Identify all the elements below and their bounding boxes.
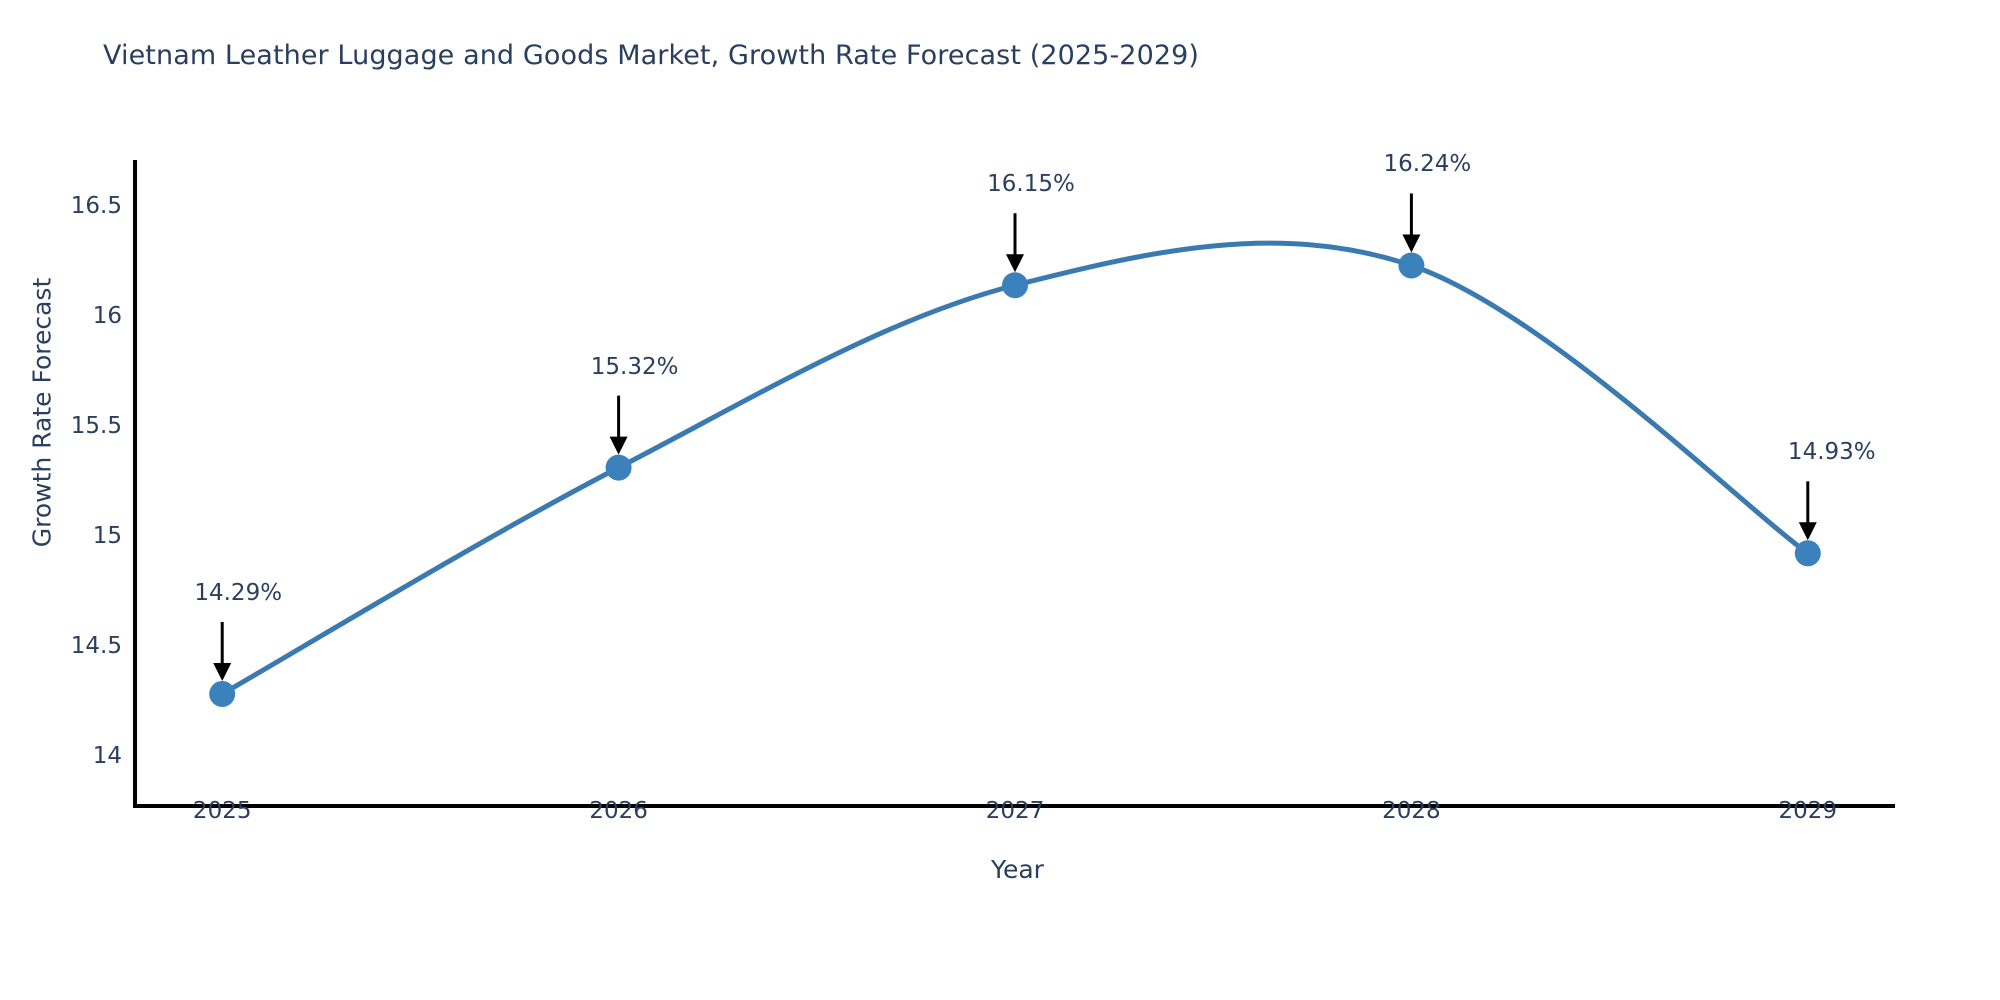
- y-axis-title: Growth Rate Forecast: [27, 277, 57, 548]
- data-markers: [209, 252, 1821, 707]
- x-tick-label: 2028: [1382, 798, 1441, 824]
- data-line: [219, 240, 1811, 697]
- point-value-label: 14.93%: [1787, 439, 1876, 466]
- annotation-arrow-head: [213, 662, 232, 681]
- annotation-arrow-head: [1006, 254, 1024, 273]
- y-tick-label: 15.5: [70, 413, 122, 440]
- point-value-label: 16.15%: [987, 171, 1075, 198]
- annotation-arrow-head: [1798, 522, 1817, 541]
- y-tick-label: 15: [92, 522, 122, 549]
- data-point-marker[interactable]: [1398, 252, 1425, 279]
- x-axis-title: Year: [991, 855, 1044, 884]
- y-tick-label: 14.5: [70, 632, 122, 659]
- annotation-arrow-head: [609, 436, 628, 455]
- annotation-arrows: [213, 193, 1817, 681]
- data-point-marker[interactable]: [209, 680, 236, 707]
- point-value-label: 16.24%: [1383, 151, 1472, 178]
- data-point-marker[interactable]: [605, 454, 632, 481]
- x-tick-label: 2027: [985, 798, 1045, 824]
- data-point-marker[interactable]: [1002, 272, 1028, 299]
- x-tick-label: 2029: [1778, 798, 1838, 824]
- y-tick-label: 16.5: [70, 193, 122, 220]
- point-value-label: 15.32%: [590, 353, 679, 380]
- footnote-region: Note: The market forecast is derived thr…: [0, 900, 2000, 960]
- x-tick-label: 2025: [192, 798, 252, 824]
- y-tick-label: 14: [92, 742, 122, 769]
- annotation-arrow-head: [1402, 234, 1421, 253]
- chart-title: Vietnam Leather Luggage and Goods Market…: [103, 40, 1200, 71]
- data-point-marker[interactable]: [1794, 540, 1821, 567]
- y-tick-label: 16: [92, 303, 122, 330]
- x-tick-label: 2026: [589, 798, 648, 824]
- point-value-label: 14.29%: [194, 579, 283, 606]
